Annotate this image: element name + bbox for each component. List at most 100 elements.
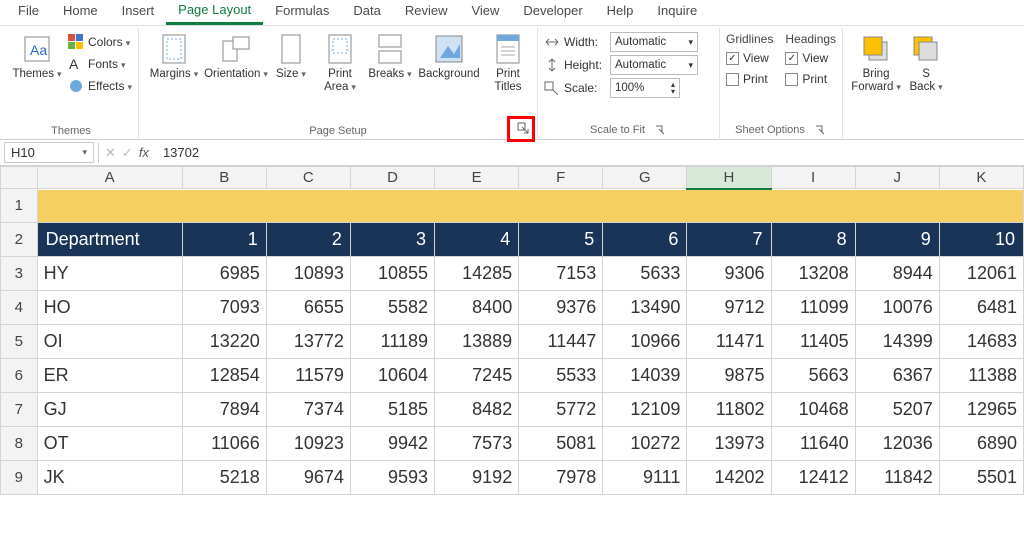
gridlines-print-checkbox[interactable]: Print bbox=[726, 70, 773, 88]
tab-developer[interactable]: Developer bbox=[511, 0, 594, 25]
cell[interactable]: 14039 bbox=[603, 359, 687, 393]
column-header-A[interactable]: A bbox=[37, 167, 182, 189]
cell-merged-row1[interactable] bbox=[37, 189, 1023, 223]
cell[interactable]: 9111 bbox=[603, 461, 687, 495]
cell[interactable]: 11099 bbox=[771, 291, 855, 325]
height-select[interactable]: Automatic▾ bbox=[610, 55, 698, 75]
cell[interactable]: 5663 bbox=[771, 359, 855, 393]
cell[interactable]: 6985 bbox=[182, 257, 266, 291]
cell[interactable]: 11388 bbox=[939, 359, 1023, 393]
tab-page-layout[interactable]: Page Layout bbox=[166, 0, 263, 25]
cell[interactable]: ER bbox=[37, 359, 182, 393]
cell[interactable]: 12036 bbox=[855, 427, 939, 461]
column-header-H[interactable]: H bbox=[687, 167, 771, 189]
tab-insert[interactable]: Insert bbox=[110, 0, 167, 25]
name-box[interactable]: H10 ▾ bbox=[4, 142, 94, 163]
cell[interactable]: 6890 bbox=[939, 427, 1023, 461]
cell[interactable]: 10468 bbox=[771, 393, 855, 427]
cell[interactable]: 11842 bbox=[855, 461, 939, 495]
cell[interactable]: 8944 bbox=[855, 257, 939, 291]
background-button[interactable]: Background bbox=[417, 30, 481, 81]
cell[interactable]: 13772 bbox=[266, 325, 350, 359]
table-header-cell[interactable]: 2 bbox=[266, 223, 350, 257]
cell[interactable]: 7894 bbox=[182, 393, 266, 427]
cell[interactable]: 14399 bbox=[855, 325, 939, 359]
cell[interactable]: 13220 bbox=[182, 325, 266, 359]
column-header-I[interactable]: I bbox=[771, 167, 855, 189]
cell[interactable]: 12854 bbox=[182, 359, 266, 393]
cell[interactable]: 5533 bbox=[519, 359, 603, 393]
column-header-F[interactable]: F bbox=[519, 167, 603, 189]
cell[interactable]: 10855 bbox=[350, 257, 434, 291]
cell[interactable]: 10272 bbox=[603, 427, 687, 461]
cell[interactable]: 8482 bbox=[435, 393, 519, 427]
cell[interactable]: 9875 bbox=[687, 359, 771, 393]
cell[interactable]: 5501 bbox=[939, 461, 1023, 495]
column-header-D[interactable]: D bbox=[350, 167, 434, 189]
table-header-cell[interactable]: 10 bbox=[939, 223, 1023, 257]
cell[interactable]: 11640 bbox=[771, 427, 855, 461]
cell[interactable]: 11579 bbox=[266, 359, 350, 393]
cell[interactable]: 5633 bbox=[603, 257, 687, 291]
cell[interactable]: 14202 bbox=[687, 461, 771, 495]
print-titles-button[interactable]: Print Titles bbox=[485, 30, 531, 94]
colors-option[interactable]: Colors bbox=[68, 32, 132, 52]
cell[interactable]: 11066 bbox=[182, 427, 266, 461]
table-header-cell[interactable]: Department bbox=[37, 223, 182, 257]
fx-button[interactable]: fx bbox=[139, 145, 149, 160]
send-backward-button[interactable]: S Back bbox=[907, 30, 945, 94]
cell[interactable]: 5582 bbox=[350, 291, 434, 325]
cell[interactable]: 8400 bbox=[435, 291, 519, 325]
enter-button[interactable]: ✓ bbox=[122, 145, 133, 161]
tab-view[interactable]: View bbox=[459, 0, 511, 25]
cell[interactable]: 10893 bbox=[266, 257, 350, 291]
table-header-cell[interactable]: 1 bbox=[182, 223, 266, 257]
scale-input[interactable]: 100%▴▾ bbox=[610, 78, 680, 98]
cell[interactable]: 10604 bbox=[350, 359, 434, 393]
cell[interactable]: 7978 bbox=[519, 461, 603, 495]
table-header-cell[interactable]: 5 bbox=[519, 223, 603, 257]
cell[interactable]: 11802 bbox=[687, 393, 771, 427]
cell[interactable]: 10966 bbox=[603, 325, 687, 359]
cell[interactable]: GJ bbox=[37, 393, 182, 427]
column-header-E[interactable]: E bbox=[435, 167, 519, 189]
table-header-cell[interactable]: 9 bbox=[855, 223, 939, 257]
cell[interactable]: 5207 bbox=[855, 393, 939, 427]
tab-review[interactable]: Review bbox=[393, 0, 460, 25]
cell[interactable]: 11447 bbox=[519, 325, 603, 359]
gridlines-view-checkbox[interactable]: View bbox=[726, 49, 773, 67]
table-header-cell[interactable]: 7 bbox=[687, 223, 771, 257]
fonts-option[interactable]: A Fonts bbox=[68, 54, 132, 74]
page-setup-launcher[interactable] bbox=[516, 121, 530, 135]
cell[interactable]: HY bbox=[37, 257, 182, 291]
table-header-cell[interactable]: 4 bbox=[435, 223, 519, 257]
cell[interactable]: OT bbox=[37, 427, 182, 461]
row-header-9[interactable]: 9 bbox=[1, 461, 38, 495]
sheet-options-launcher[interactable] bbox=[813, 123, 827, 137]
tab-file[interactable]: File bbox=[6, 0, 51, 25]
cell[interactable]: HO bbox=[37, 291, 182, 325]
row-header-5[interactable]: 5 bbox=[1, 325, 38, 359]
cell[interactable]: 13973 bbox=[687, 427, 771, 461]
tab-data[interactable]: Data bbox=[341, 0, 392, 25]
cell[interactable]: 9593 bbox=[350, 461, 434, 495]
cell[interactable]: 6481 bbox=[939, 291, 1023, 325]
cell[interactable]: 7573 bbox=[435, 427, 519, 461]
cell[interactable]: 11471 bbox=[687, 325, 771, 359]
cell[interactable]: 10076 bbox=[855, 291, 939, 325]
cell[interactable]: 12965 bbox=[939, 393, 1023, 427]
cancel-button[interactable]: ✕ bbox=[105, 145, 116, 161]
cell[interactable]: 9712 bbox=[687, 291, 771, 325]
width-select[interactable]: Automatic▾ bbox=[610, 32, 698, 52]
orientation-button[interactable]: Orientation bbox=[207, 30, 265, 81]
cell[interactable]: 13889 bbox=[435, 325, 519, 359]
cell[interactable]: 12412 bbox=[771, 461, 855, 495]
effects-option[interactable]: Effects bbox=[68, 76, 132, 96]
cell[interactable]: 7245 bbox=[435, 359, 519, 393]
row-header-1[interactable]: 1 bbox=[1, 189, 38, 223]
column-header-B[interactable]: B bbox=[182, 167, 266, 189]
row-header-7[interactable]: 7 bbox=[1, 393, 38, 427]
cell[interactable]: 9674 bbox=[266, 461, 350, 495]
cell[interactable]: 12109 bbox=[603, 393, 687, 427]
cell[interactable]: 5185 bbox=[350, 393, 434, 427]
